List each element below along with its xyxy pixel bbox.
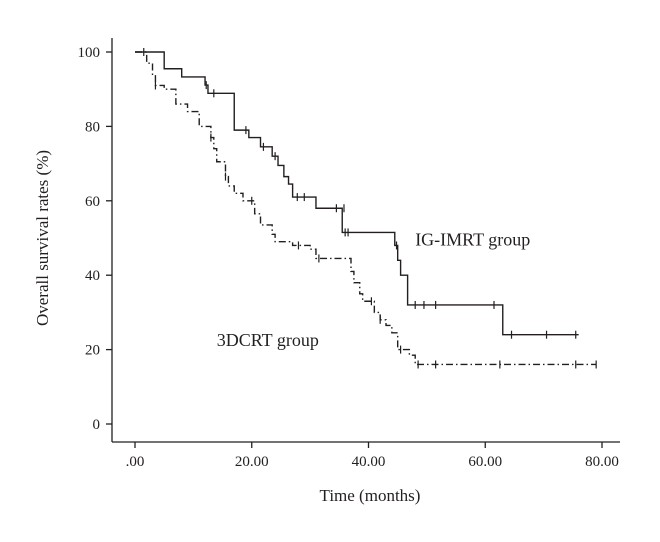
axes bbox=[111, 38, 620, 443]
series-layer bbox=[135, 48, 597, 369]
survival-curve-3dcrt-group bbox=[135, 51, 597, 366]
y-tick-label: 40 bbox=[85, 268, 100, 284]
y-tick-label: 100 bbox=[78, 45, 101, 61]
x-tick-label: 60.00 bbox=[468, 454, 502, 470]
y-tick-label: 0 bbox=[93, 417, 101, 433]
series-3dcrt-group bbox=[135, 51, 597, 369]
annotation-ig-imrt-group: IG-IMRT group bbox=[415, 229, 530, 249]
x-axis-label: Time (months) bbox=[320, 486, 421, 505]
x-tick-label: 20.00 bbox=[235, 454, 269, 470]
y-tick-label: 60 bbox=[85, 194, 100, 210]
y-tick-label: 20 bbox=[85, 343, 100, 359]
y-axis-label: Overall survival rates (%) bbox=[33, 150, 52, 326]
x-tick-label: 80.00 bbox=[585, 454, 619, 470]
y-ticks: 0 20 40 60 80 100 bbox=[78, 45, 112, 433]
series-ig-imrt-group bbox=[135, 48, 579, 339]
x-ticks: .00 20.00 40.00 60.00 80.00 bbox=[126, 442, 619, 470]
x-tick-label: .00 bbox=[126, 454, 145, 470]
annotation-3dcrt-group: 3DCRT group bbox=[217, 330, 319, 350]
survival-curve-ig-imrt-group bbox=[135, 51, 579, 336]
y-tick-label: 80 bbox=[85, 119, 100, 135]
x-tick-label: 40.00 bbox=[352, 454, 386, 470]
